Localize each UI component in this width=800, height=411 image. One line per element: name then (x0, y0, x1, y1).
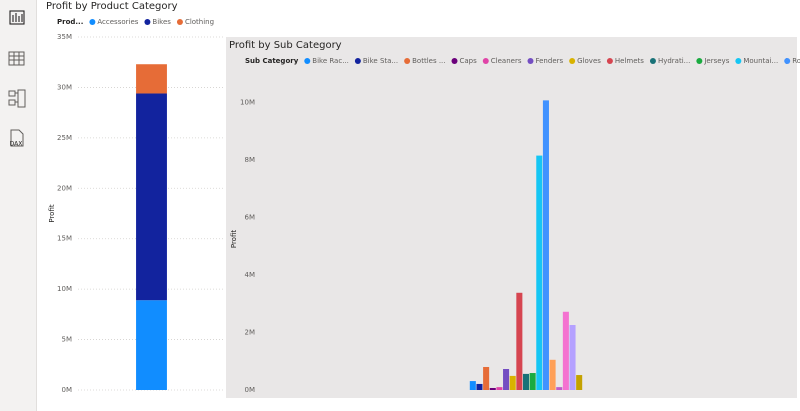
legend-entry: Hydrati... (658, 57, 690, 65)
bar (469, 381, 476, 390)
y-tick-label: 35M (57, 33, 72, 41)
y-tick-label: 4M (245, 271, 256, 279)
bar (503, 369, 510, 390)
legend-swatch (451, 58, 458, 64)
legend-entry: Road Bi... (792, 57, 800, 65)
legend-swatch (404, 58, 411, 64)
legend-entry: Gloves (577, 57, 601, 65)
y-tick-label: 6M (245, 213, 256, 221)
legend-swatch (735, 58, 742, 64)
legend-swatch (649, 58, 656, 64)
y-axis-label: Profit (230, 230, 238, 249)
model-view-icon[interactable] (8, 89, 26, 108)
y-tick-label: 30M (57, 83, 72, 91)
legend-title: Prod... (57, 18, 83, 26)
bar (483, 366, 490, 390)
y-tick-label: 0M (62, 386, 73, 394)
bar (569, 324, 576, 390)
legend-swatch (304, 58, 311, 64)
chart-title: Profit by Sub Category (229, 40, 342, 51)
bar-segment (136, 300, 167, 390)
legend-swatch (354, 58, 361, 64)
legend-title: Sub Category (245, 57, 299, 65)
legend-entry: Helmets (615, 57, 644, 65)
bar (496, 387, 503, 390)
sub-category-panel (226, 37, 797, 398)
dax-query-icon[interactable]: DAX (10, 129, 24, 148)
y-axis-label: Profit (48, 204, 56, 223)
legend-swatch (784, 58, 791, 64)
y-tick-label: 25M (57, 134, 72, 142)
bar (549, 359, 556, 390)
legend-swatch (527, 58, 534, 64)
legend-swatch (482, 58, 489, 64)
y-tick-label: 10M (240, 98, 255, 106)
data-view-icon[interactable] (8, 51, 25, 66)
legend-swatch (606, 58, 613, 64)
bar-segment (136, 93, 167, 301)
bar (536, 155, 543, 390)
legend-entry: Clothing (185, 18, 214, 26)
bar-segment (136, 64, 167, 94)
chart-1: Profit by Sub Category Profit 0M 2M 4M 6M 8M 10… (229, 40, 800, 394)
legend-entry: Bikes (152, 18, 171, 26)
bar (522, 373, 530, 390)
legend-entry: Bike Sta... (363, 57, 398, 65)
bar (556, 387, 563, 390)
bar (509, 375, 516, 390)
chart-title: Profit by Product Category (46, 1, 178, 12)
legend-entry: Accessories (97, 18, 138, 26)
dax-label: DAX (10, 141, 23, 148)
report-view-icon[interactable] (9, 10, 25, 25)
legend-swatch (144, 19, 151, 25)
legend-entry: Bottles ... (412, 57, 445, 65)
bar (542, 100, 549, 391)
sidebar (0, 0, 36, 411)
y-tick-label: 20M (57, 184, 72, 192)
y-tick-label: 0M (245, 386, 256, 394)
y-tick-label: 2M (245, 328, 256, 336)
legend-swatch (696, 58, 703, 64)
legend-entry: Caps (460, 57, 478, 65)
bar (489, 387, 496, 390)
y-tick-label: 10M (57, 285, 72, 293)
bar (562, 311, 569, 390)
legend-swatch (569, 58, 576, 64)
legend-swatch (89, 19, 96, 25)
bar (576, 375, 583, 390)
bar (529, 373, 536, 390)
chart-0: Profit by Product Category Profit 0M 5M 10M 1… (46, 1, 225, 394)
y-tick-label: 5M (62, 336, 73, 344)
bar (516, 292, 523, 390)
legend-entry: Jerseys (703, 57, 729, 65)
legend-entry: Fenders (535, 57, 563, 65)
y-tick-label: 8M (245, 156, 256, 164)
legend-entry: Mountai... (743, 57, 778, 65)
bar (476, 383, 483, 390)
y-tick-label: 15M (57, 235, 72, 243)
legend-entry: Bike Rac... (312, 57, 349, 65)
legend-swatch (176, 19, 183, 25)
legend-entry: Cleaners (491, 57, 522, 65)
